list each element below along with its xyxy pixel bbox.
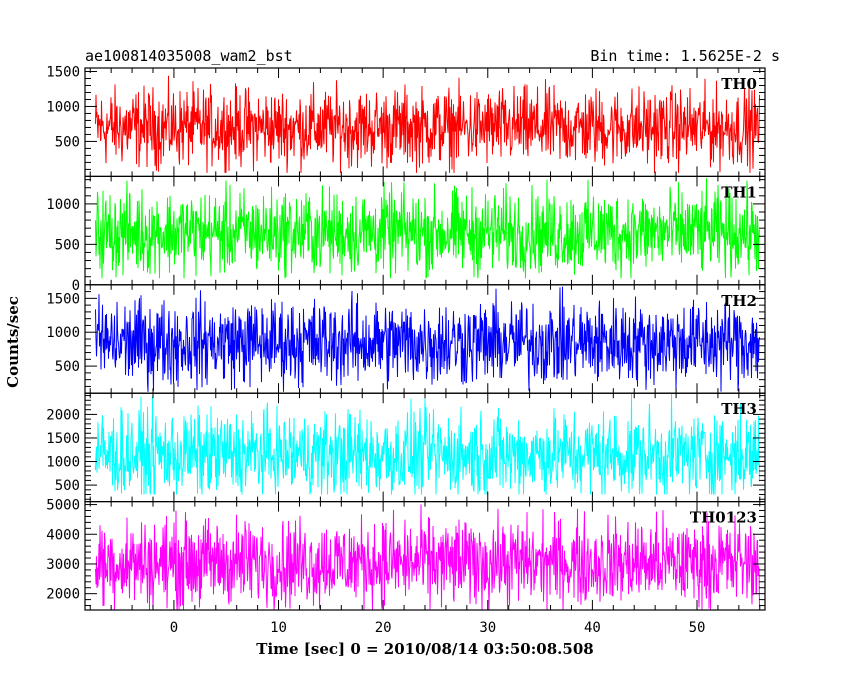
y-tick-label: 500 [55,134,80,150]
x-axis-label: Time [sec] 0 = 2010/08/14 03:50:08.508 [256,640,593,658]
x-tick-label: 20 [375,620,392,636]
y-tick-label: 1500 [46,291,80,307]
title-right: Bin time: 1.5625E-2 s [590,47,780,65]
series-th0 [95,75,760,173]
title-left: ae100814035008_wam2_bst [85,47,293,65]
panel-th1: 0 500 1000 TH1 [46,175,766,294]
y-tick-label: 5000 [46,498,80,514]
y-tick-label: 1000 [46,99,80,115]
series-th2 [95,286,760,392]
panel-label: TH3 [721,400,757,418]
y-tick-label: 2000 [46,587,80,603]
x-tick-label: 40 [584,620,601,636]
panel-label: TH1 [721,183,757,201]
series-th3 [95,393,760,495]
panel-th2: 500 1000 1500 TH2 [46,284,766,394]
y-tick-label: 500 [55,478,80,494]
panel-label: TH0123 [690,509,757,527]
y-tick-label: 3000 [46,557,80,573]
panel-label: TH0 [721,75,757,93]
panel-th0: 500 1000 1500 TH0 [46,64,766,178]
y-tick-label: 1000 [46,325,80,341]
series-th0123 [95,504,760,611]
x-tick-label: 50 [689,620,706,636]
y-tick-label: 0 [72,278,80,294]
y-tick-label: 4000 [46,527,80,543]
panel-th0123: 2000 3000 4000 5000 TH0123 [46,498,766,611]
y-tick-label: 2000 [46,407,80,423]
panel-th3: 500 1000 1500 2000 TH3 [46,392,766,503]
y-tick-label: 1500 [46,431,80,447]
x-tick-label: 0 [170,620,178,636]
y-tick-label: 500 [55,359,80,375]
x-tick-label: 10 [270,620,287,636]
y-tick-label: 500 [55,237,80,253]
series-th1 [95,178,760,279]
y-tick-label: 1000 [46,197,80,213]
x-tick-label: 30 [479,620,496,636]
panel-label: TH2 [721,292,757,310]
y-tick-label: 1000 [46,455,80,471]
y-axis-label: Counts/sec [4,296,22,388]
y-tick-label: 1500 [46,64,80,80]
